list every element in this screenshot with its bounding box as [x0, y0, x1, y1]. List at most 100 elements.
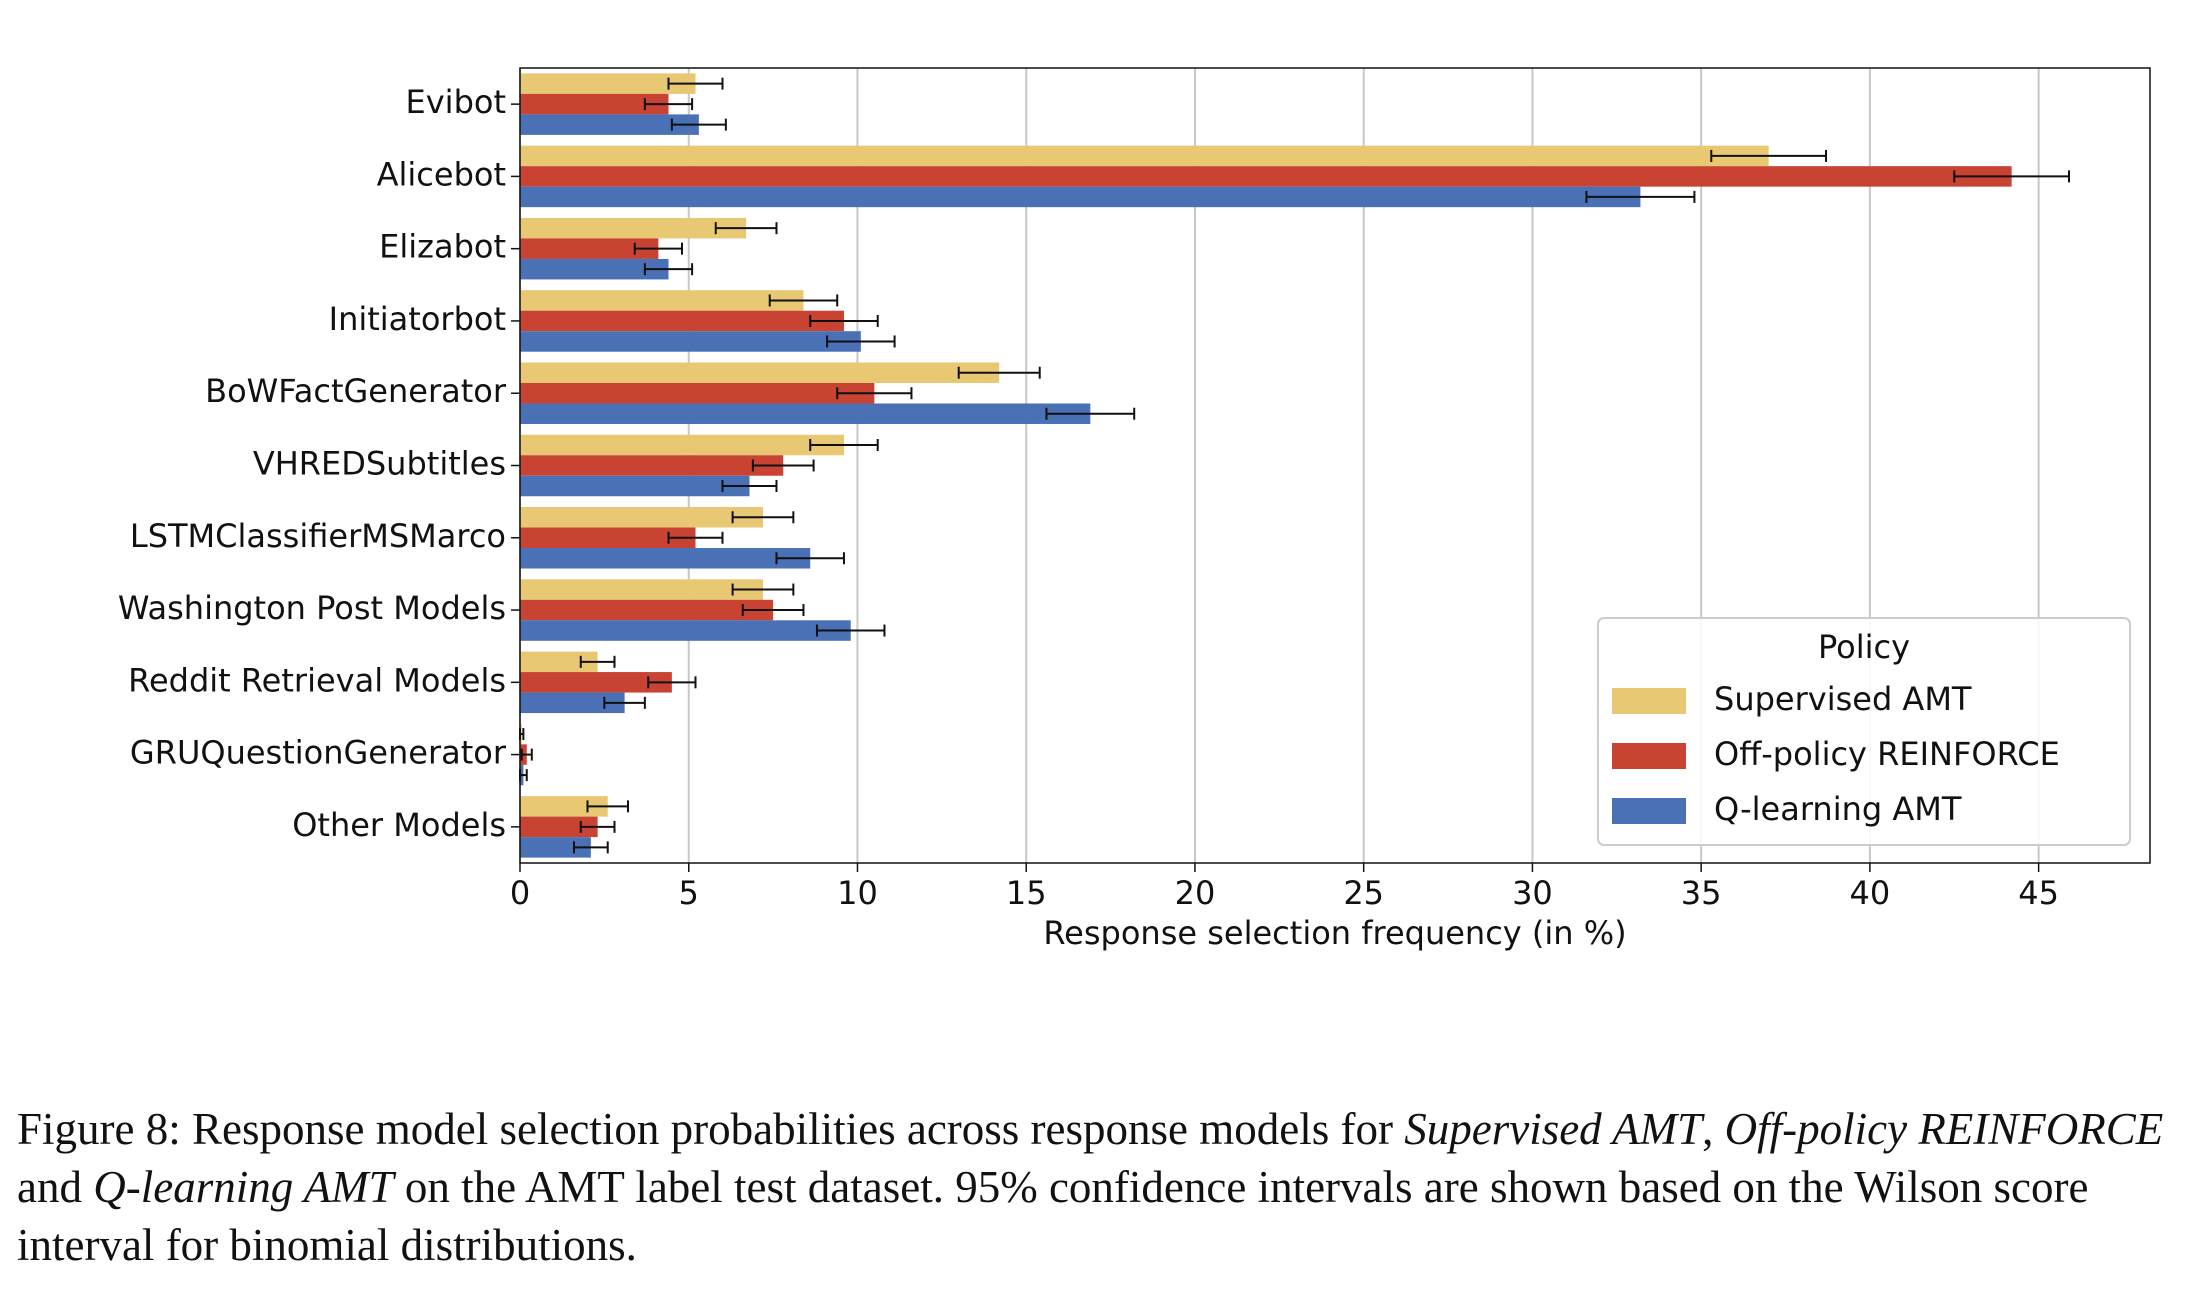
- caption-text: Supervised AMT: [1404, 1104, 1703, 1154]
- error-bar: [1710, 149, 1828, 162]
- x-tick-label: 25: [1343, 874, 1384, 912]
- caption-text: Q-learning AMT: [93, 1162, 394, 1212]
- y-tick-label: Reddit Retrieval Models: [128, 661, 506, 699]
- legend-swatch: [1612, 688, 1686, 714]
- legend-box: [1597, 617, 2131, 846]
- caption-text: Off-policy REINFORCE: [1724, 1104, 2164, 1154]
- error-bar: [603, 696, 646, 709]
- error-bar: [1585, 190, 1696, 203]
- bar: [520, 166, 2012, 187]
- bar: [520, 362, 1000, 383]
- error-bar: [1953, 170, 2071, 183]
- legend-label: Off-policy REINFORCE: [1714, 735, 2060, 773]
- bar: [520, 217, 747, 239]
- caption-text: on the AMT label test dataset. 95% confi…: [17, 1162, 2089, 1270]
- y-tick-label: Other Models: [292, 806, 506, 844]
- error-bar: [741, 604, 805, 617]
- error-bar: [721, 480, 778, 492]
- bar: [520, 403, 1091, 424]
- caption-text: and: [17, 1162, 94, 1212]
- error-bar: [643, 98, 694, 111]
- error-bar: [836, 387, 913, 400]
- x-tick-label: 5: [679, 874, 699, 912]
- error-bar: [714, 222, 778, 235]
- y-tick-label: Elizabot: [379, 228, 506, 266]
- bar: [520, 93, 669, 115]
- error-bar: [731, 511, 795, 524]
- y-tick-label: GRUQuestionGenerator: [130, 734, 507, 772]
- x-tick-label: 30: [1512, 874, 1553, 912]
- error-bar: [826, 335, 896, 348]
- bar: [520, 620, 851, 641]
- error-bar: [647, 676, 697, 689]
- error-bar: [670, 118, 727, 131]
- y-tick-label: Washington Post Models: [118, 589, 506, 627]
- x-tick-label: 35: [1681, 874, 1722, 912]
- error-bar: [579, 655, 616, 668]
- error-bar: [731, 583, 795, 596]
- y-tick-label: Alicebot: [377, 155, 506, 193]
- bar: [520, 186, 1641, 208]
- bar: [520, 114, 699, 135]
- bar: [520, 455, 784, 476]
- error-bar: [579, 820, 616, 833]
- caption: Figure 8: Response model selection proba…: [17, 1100, 2167, 1274]
- error-bar: [667, 77, 724, 90]
- error-bar: [775, 552, 845, 565]
- error-bar: [957, 366, 1041, 379]
- x-tick-label: 15: [1006, 874, 1047, 912]
- bar: [520, 672, 672, 693]
- legend-swatch: [1612, 798, 1686, 824]
- bar: [520, 331, 861, 352]
- legend-label: Supervised AMT: [1714, 680, 1972, 718]
- bar: [520, 310, 844, 332]
- error-bar: [809, 439, 879, 451]
- legend-swatch: [1612, 743, 1686, 769]
- bar: [520, 238, 659, 259]
- error-bar: [633, 242, 683, 255]
- bar: [520, 579, 763, 600]
- error-bar: [572, 841, 609, 854]
- caption-text: ,: [1702, 1104, 1725, 1154]
- y-tick-label: BoWFactGenerator: [205, 372, 507, 410]
- x-tick-label: 10: [837, 874, 878, 912]
- bar: [520, 651, 598, 673]
- bar: [520, 599, 774, 621]
- error-bar: [667, 531, 724, 544]
- bar: [520, 73, 696, 94]
- bar: [520, 145, 1769, 167]
- error-bar: [520, 748, 533, 761]
- legend-label: Q-learning AMT: [1714, 790, 1962, 828]
- y-tick-label: VHREDSubtitles: [253, 445, 506, 483]
- bar: [520, 290, 804, 311]
- bar: [520, 382, 875, 404]
- x-tick-label: 45: [2018, 874, 2059, 912]
- plot-frame: [519, 67, 2151, 864]
- x-tick-label: 20: [1175, 874, 1216, 912]
- bar: [520, 258, 669, 280]
- bar: [520, 796, 608, 817]
- caption-text: Figure 8: Response model selection proba…: [17, 1104, 1405, 1154]
- bar: [520, 434, 844, 456]
- bar: [520, 692, 625, 714]
- bar: [520, 527, 696, 549]
- x-tick-label: 0: [510, 874, 530, 912]
- bar: [520, 507, 763, 528]
- error-bar: [1045, 407, 1136, 420]
- bar: [520, 816, 598, 838]
- bar: [520, 475, 750, 497]
- error-bar: [768, 294, 839, 307]
- x-axis-label: Response selection frequency (in %): [1043, 914, 1626, 952]
- bar: [520, 548, 811, 569]
- y-tick-label: Evibot: [406, 83, 506, 121]
- y-tick-label: Initiatorbot: [329, 300, 506, 338]
- error-bar: [815, 624, 886, 637]
- error-bar: [809, 314, 879, 327]
- chart: 0 5 10 15 20 25 30 35 40 45 Response selection fre…: [118, 67, 2151, 952]
- legend-title: Policy: [1818, 628, 1910, 666]
- error-bar: [751, 459, 815, 472]
- error-bar: [586, 800, 629, 813]
- y-tick-label: LSTMClassifierMSMarco: [130, 517, 506, 555]
- x-tick-label: 40: [1850, 874, 1891, 912]
